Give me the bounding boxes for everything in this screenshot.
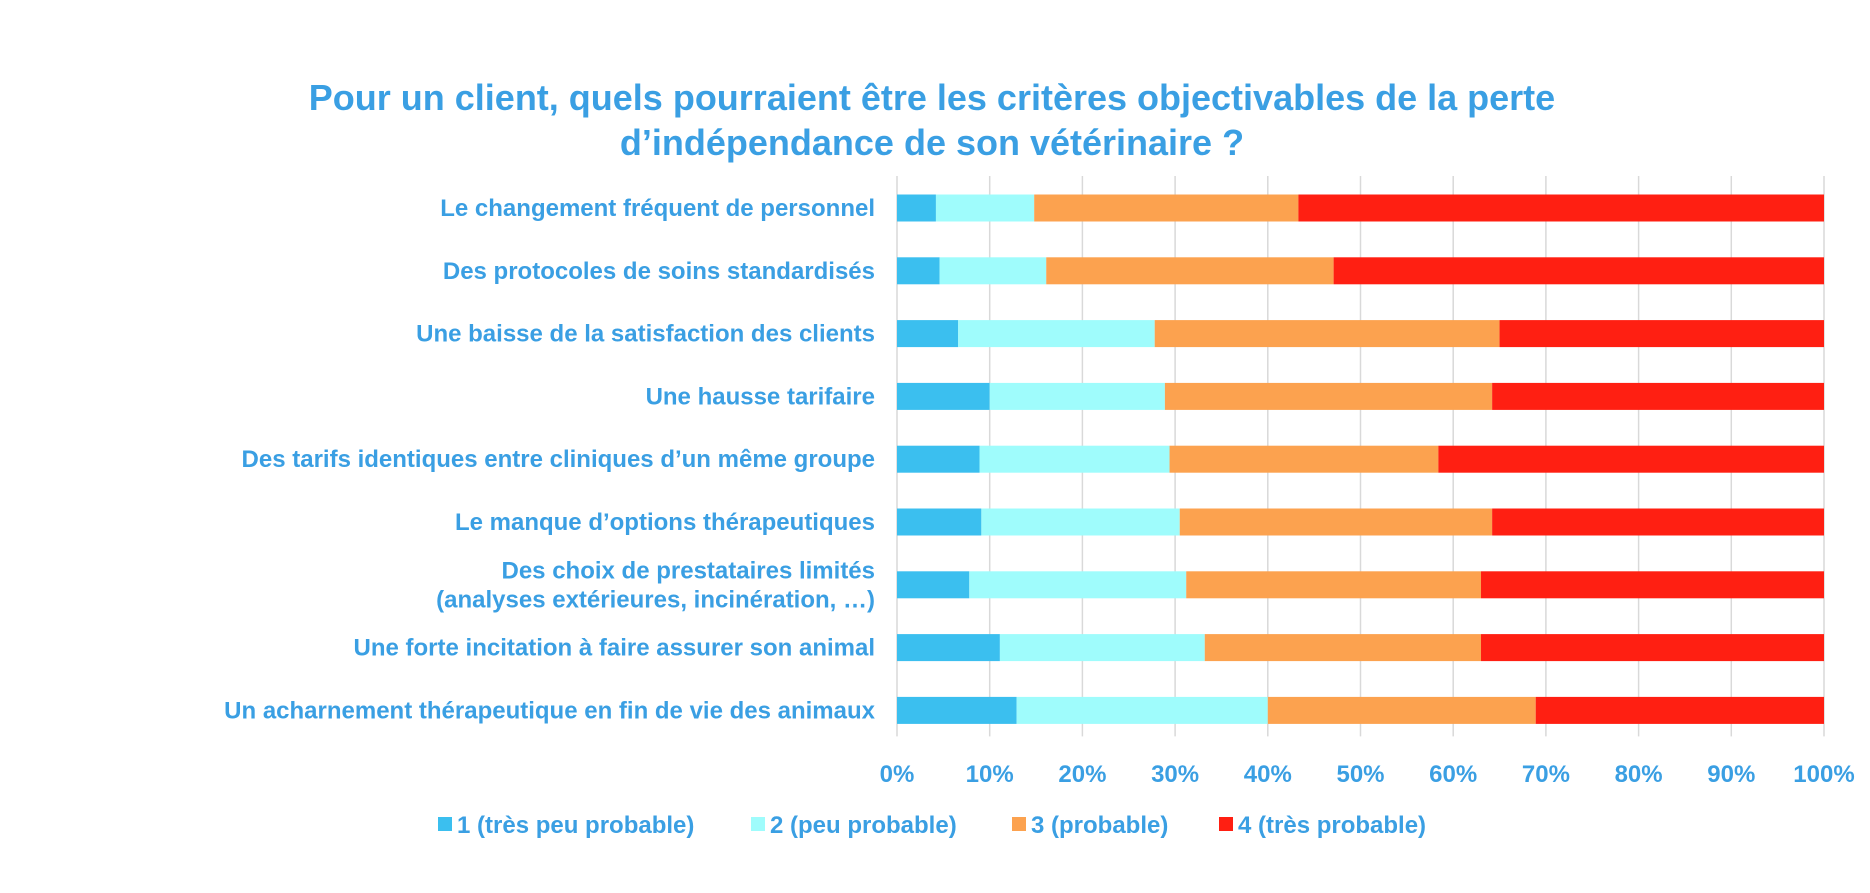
- bar-segment: [1169, 445, 1439, 473]
- x-tick-label: 20%: [1058, 761, 1106, 788]
- bar-segment: [1034, 194, 1299, 222]
- bar-segment: [981, 508, 1180, 536]
- bar-segment: [958, 320, 1155, 348]
- category-label: Le changement fréquent de personnel: [440, 195, 875, 222]
- bar-segment: [1154, 320, 1500, 348]
- x-tick-label: 0%: [880, 761, 915, 788]
- category-label: (analyses extérieures, incinération, …): [436, 586, 875, 613]
- bar-segment: [1186, 571, 1482, 599]
- x-axis-tick-labels: 0% 10% 20% 30% 40% 50% 60% 70% 80% 90% 100%: [880, 761, 1855, 788]
- legend-label: 4 (très probable): [1238, 812, 1426, 839]
- bar-segment: [897, 634, 1000, 662]
- bar-segment: [1333, 257, 1824, 285]
- bar-segment: [979, 445, 1170, 473]
- x-tick-label: 70%: [1522, 761, 1570, 788]
- bar-segment: [897, 696, 1017, 724]
- bar-segment: [897, 571, 970, 599]
- bar-segment: [1046, 257, 1334, 285]
- category-label: Une forte incitation à faire assurer son…: [354, 635, 875, 662]
- category-label: Des protocoles de soins standardisés: [443, 258, 875, 285]
- chart-title-line-1: Pour un client, quels pourraient être le…: [309, 77, 1555, 118]
- category-label: Des tarifs identiques entre cliniques d’…: [242, 446, 875, 473]
- legend-swatch: [1219, 817, 1233, 831]
- legend-label: 3 (probable): [1031, 812, 1168, 839]
- category-labels: Le changement fréquent de personnel Des p…: [224, 195, 875, 724]
- bar-segment: [1499, 320, 1824, 348]
- category-label: Une hausse tarifaire: [646, 383, 875, 410]
- chart-title-line-2: d’indépendance de son vétérinaire ?: [620, 122, 1244, 163]
- bar-segment: [1016, 696, 1268, 724]
- bar-segment: [1438, 445, 1824, 473]
- x-tick-label: 90%: [1707, 761, 1755, 788]
- bar-segment: [969, 571, 1187, 599]
- bar-segment: [1492, 508, 1824, 536]
- bar-segment: [1492, 382, 1824, 410]
- bar-segment: [897, 382, 990, 410]
- category-label: Une baisse de la satisfaction des client…: [416, 321, 875, 348]
- legend-label: 1 (très peu probable): [457, 812, 694, 839]
- bar-segment: [1179, 508, 1493, 536]
- legend-swatch: [438, 817, 452, 831]
- bar-segment: [897, 320, 959, 348]
- bar-segment: [1298, 194, 1824, 222]
- bar-segment: [897, 194, 936, 222]
- bar-segment: [1535, 696, 1824, 724]
- x-tick-label: 30%: [1151, 761, 1199, 788]
- bar-segment: [935, 194, 1035, 222]
- bar-segment: [897, 508, 982, 536]
- bar-segment: [1481, 571, 1824, 599]
- bar-segment: [897, 445, 980, 473]
- bar-segment: [1481, 634, 1824, 662]
- x-tick-label: 80%: [1615, 761, 1663, 788]
- legend-label: 2 (peu probable): [770, 812, 957, 839]
- bar-segment: [939, 257, 1047, 285]
- x-tick-label: 40%: [1244, 761, 1292, 788]
- category-label: Le manque d’options thérapeutiques: [455, 509, 875, 536]
- x-tick-label: 100%: [1793, 761, 1854, 788]
- x-tick-label: 10%: [966, 761, 1014, 788]
- category-label: Un acharnement thérapeutique en fin de v…: [224, 697, 875, 724]
- legend-swatch: [751, 817, 765, 831]
- x-tick-label: 50%: [1336, 761, 1384, 788]
- legend: 1 (très peu probable) 2 (peu probable) 3 (…: [438, 812, 1426, 839]
- x-tick-label: 60%: [1429, 761, 1477, 788]
- bar-segment: [999, 634, 1205, 662]
- bar-segment: [1204, 634, 1482, 662]
- bars: [897, 194, 1824, 724]
- bar-segment: [1164, 382, 1493, 410]
- legend-swatch: [1012, 817, 1026, 831]
- bar-segment: [989, 382, 1165, 410]
- category-label: Des choix de prestataires limités: [502, 557, 876, 584]
- bar-segment: [1267, 696, 1536, 724]
- bar-segment: [897, 257, 940, 285]
